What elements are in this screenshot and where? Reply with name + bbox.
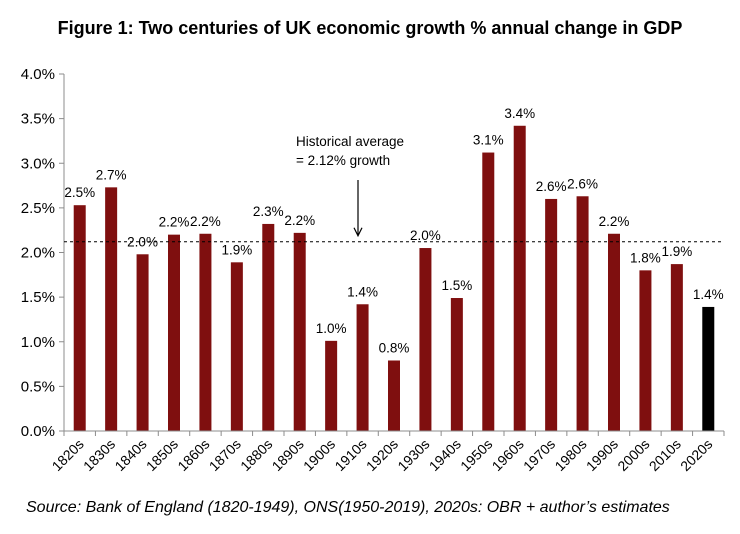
x-tick-label-1880s: 1880s	[237, 436, 275, 474]
data-label-1980s: 2.6%	[567, 176, 598, 191]
x-tick-label-1980s: 1980s	[551, 436, 589, 474]
x-tick-label-1950s: 1950s	[457, 436, 495, 474]
x-tick-label-1870s: 1870s	[206, 436, 244, 474]
data-label-1880s: 2.3%	[253, 204, 284, 219]
data-label-1850s: 2.2%	[159, 215, 190, 230]
x-tick-label-1920s: 1920s	[363, 436, 401, 474]
average-arrow-head	[353, 227, 363, 238]
y-tick-label: 3.0%	[21, 155, 55, 172]
y-tick-label: 2.5%	[21, 200, 55, 217]
data-label-1820s: 2.5%	[64, 185, 95, 200]
bar-1960s	[513, 125, 526, 431]
data-label-1890s: 2.2%	[284, 213, 315, 228]
x-tick-label-2010s: 2010s	[646, 436, 684, 474]
bar-1820s	[73, 205, 86, 431]
y-tick-label: 0.5%	[21, 378, 55, 395]
y-tick-label: 1.5%	[21, 289, 55, 306]
data-label-1950s: 3.1%	[473, 133, 504, 148]
y-axis: 0.0% 0.5% 1.0% 1.5% 2.0% 2.5% 3.0% 3.5% 4.0%	[21, 66, 65, 440]
x-tick-label-1840s: 1840s	[111, 436, 149, 474]
x-tick-label-1910s: 1910s	[331, 436, 369, 474]
bar-1870s	[230, 262, 243, 431]
bar-2000s	[639, 270, 652, 431]
average-annotation-line1: Historical average	[296, 134, 404, 149]
average-annotation-line2: = 2.12% growth	[296, 153, 390, 168]
x-tick-label-2000s: 2000s	[614, 436, 652, 474]
data-label-1910s: 1.4%	[347, 284, 378, 299]
average-reference: Historical average = 2.12% growth	[64, 134, 724, 243]
data-label-1840s: 2.0%	[127, 234, 158, 249]
bar-1840s	[136, 254, 149, 431]
bar-1940s	[450, 298, 463, 431]
data-label-2000s: 1.8%	[630, 250, 661, 265]
data-label-1970s: 2.6%	[536, 179, 567, 194]
bar-1970s	[545, 198, 558, 431]
x-tick-label-1900s: 1900s	[300, 436, 338, 474]
source-note: Source: Bank of England (1820-1949), ONS…	[26, 499, 670, 516]
data-label-1960s: 3.4%	[504, 106, 535, 121]
data-label-1990s: 2.2%	[599, 214, 630, 229]
x-tick-label-1860s: 1860s	[174, 436, 212, 474]
bar-1880s	[262, 223, 275, 431]
x-tick-label-1960s: 1960s	[489, 436, 527, 474]
y-tick-label: 3.5%	[21, 111, 55, 128]
bar-1930s	[419, 248, 432, 431]
x-tick-label-1970s: 1970s	[520, 436, 558, 474]
bar-1980s	[576, 196, 589, 431]
x-tick-label-1990s: 1990s	[583, 436, 621, 474]
x-tick-label-1940s: 1940s	[426, 436, 464, 474]
x-tick-label-1830s: 1830s	[80, 436, 118, 474]
bar-1890s	[293, 232, 306, 431]
x-axis: 1820s1830s1840s1850s1860s1870s1880s1890s…	[49, 430, 725, 474]
y-tick-label: 2.0%	[21, 245, 55, 262]
x-tick-label-1890s: 1890s	[269, 436, 307, 474]
bar-1900s	[325, 340, 338, 431]
bar-1830s	[105, 187, 118, 431]
data-label-1920s: 0.8%	[379, 340, 410, 355]
data-labels: 2.5%2.7%2.0%2.2% 2.2%1.9%2.3%2.2%1.0%1.4%…	[64, 106, 723, 356]
x-tick-label-1850s: 1850s	[143, 436, 181, 474]
bar-1990s	[608, 233, 620, 431]
x-tick-label-1820s: 1820s	[49, 436, 87, 474]
data-label-1830s: 2.7%	[96, 167, 127, 182]
data-label-2010s: 1.9%	[661, 244, 692, 259]
bar-2010s	[670, 264, 683, 431]
x-tick-label-2020s: 2020s	[677, 436, 715, 474]
bar-1850s	[168, 234, 180, 431]
bar-1950s	[482, 152, 495, 432]
y-tick-label: 0.0%	[21, 423, 55, 440]
data-label-1870s: 1.9%	[221, 242, 252, 257]
bars	[73, 125, 715, 432]
bar-1910s	[356, 304, 369, 431]
x-tick-label-1930s: 1930s	[394, 436, 432, 474]
y-tick-label: 4.0%	[21, 66, 55, 83]
data-label-1940s: 1.5%	[441, 278, 472, 293]
data-label-1900s: 1.0%	[316, 321, 347, 336]
data-label-1930s: 2.0%	[410, 228, 441, 243]
chart-title: Figure 1: Two centuries of UK economic g…	[57, 18, 683, 38]
bar-1920s	[388, 360, 400, 431]
bar-1860s	[199, 233, 212, 431]
bar-2020s	[702, 306, 715, 431]
y-tick-label: 1.0%	[21, 334, 55, 351]
data-label-1860s: 2.2%	[190, 214, 221, 229]
data-label-2020s: 1.4%	[693, 287, 724, 302]
